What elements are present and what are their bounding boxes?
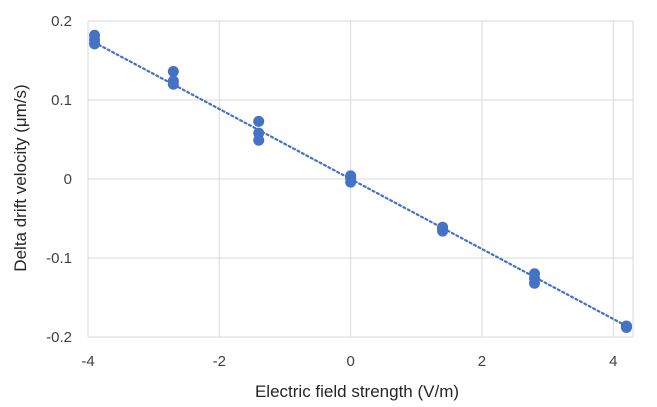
y-tick-labels: -0.2 -0.1 0 0.1 0.2 [46, 13, 72, 346]
y-axis-title: Delta drift velocity (μm/s) [11, 84, 30, 271]
x-tick-label: -4 [81, 353, 94, 370]
data-point [253, 134, 265, 146]
y-tick-label: -0.2 [46, 329, 72, 346]
x-tick-label: -2 [213, 353, 226, 370]
y-tick-label: 0.1 [51, 92, 72, 109]
data-point [620, 322, 632, 334]
data-points [89, 29, 632, 334]
horizontal-gridlines [88, 20, 633, 338]
y-tick-label: 0 [64, 171, 72, 188]
data-point [437, 225, 449, 237]
data-point [89, 38, 101, 50]
data-point [253, 115, 265, 127]
x-tick-label: 2 [478, 353, 486, 370]
x-axis-title: Electric field strength (V/m) [255, 382, 459, 401]
x-tick-label: 0 [346, 353, 354, 370]
y-tick-label: 0.2 [51, 13, 72, 30]
data-point [529, 277, 541, 289]
data-point [345, 176, 357, 188]
data-point [167, 66, 179, 78]
x-tick-labels: -4 -2 0 2 4 [81, 353, 617, 370]
data-point [167, 78, 179, 90]
x-tick-label: 4 [609, 353, 617, 370]
y-tick-label: -0.1 [46, 250, 72, 267]
